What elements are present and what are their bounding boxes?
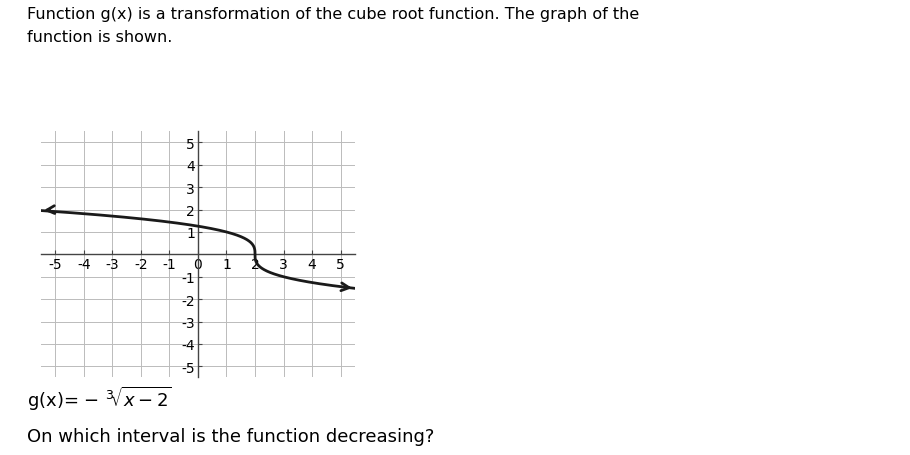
Text: Function g(x) is a transformation of the cube root function. The graph of the: Function g(x) is a transformation of the… xyxy=(27,7,640,22)
Text: g(x)= $-\ ^{3}\!\sqrt{x-2}$: g(x)= $-\ ^{3}\!\sqrt{x-2}$ xyxy=(27,384,172,413)
Text: function is shown.: function is shown. xyxy=(27,30,173,45)
Text: On which interval is the function decreasing?: On which interval is the function decrea… xyxy=(27,427,435,445)
